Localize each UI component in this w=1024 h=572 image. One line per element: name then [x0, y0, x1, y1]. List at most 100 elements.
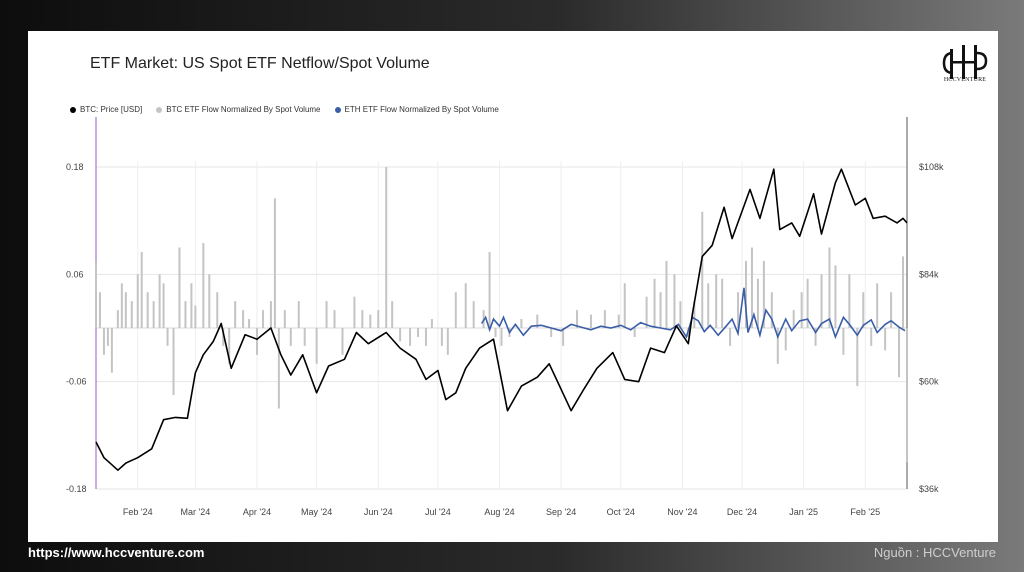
chart-title: ETF Market: US Spot ETF Netflow/Spot Vol…	[90, 55, 430, 72]
x-tick-label: Nov '24	[667, 507, 697, 517]
btc-flow-bar	[806, 278, 809, 328]
btc-flow-bar	[315, 328, 318, 364]
btc-flow-bar	[269, 301, 272, 328]
x-tick-label: Mar '24	[181, 507, 211, 517]
btc-flow-bar	[820, 274, 823, 328]
btc-flow-bar	[659, 292, 662, 328]
legend-item-btc-flow[interactable]: BTC ETF Flow Normalized By Spot Volume	[156, 105, 321, 114]
btc-flow-bar	[589, 314, 592, 328]
btc-flow-bar	[333, 310, 336, 328]
legend-label: ETH ETF Flow Normalized By Spot Volume	[344, 105, 499, 114]
x-tick-label: Apr '24	[243, 507, 271, 517]
btc-flow-bar	[256, 328, 259, 355]
btc-flow-bar	[228, 328, 231, 364]
btc-flow-bar	[166, 328, 169, 346]
chart-plot: 0.18 $108k 0.06 $84k -0.06 $60k -0.18 $36k Feb '…	[66, 117, 944, 517]
btc-flow-bar	[190, 283, 193, 328]
btc-flow-bar	[194, 305, 197, 328]
btc-flow-bar	[776, 328, 779, 364]
y-right-tick-label: $108k	[919, 162, 944, 172]
btc-flow-bar	[679, 301, 682, 328]
btc-flow-bar	[842, 328, 845, 355]
btc-flow-bar	[289, 328, 292, 346]
legend-item-btc-price[interactable]: BTC: Price [USD]	[70, 105, 142, 114]
btc-flow-bar	[876, 283, 879, 328]
btc-flow-bar	[890, 292, 893, 328]
x-tick-label: Jan '25	[789, 507, 818, 517]
btc-flow-bar	[440, 328, 443, 346]
btc-flow-bar	[140, 251, 143, 328]
btc-flow-bar	[116, 310, 119, 328]
btc-flow-bar	[884, 328, 887, 351]
x-tick-label: Sep '24	[546, 507, 576, 517]
btc-flow-bar	[234, 301, 237, 328]
btc-flow-bar	[106, 328, 109, 346]
eth-flow-line	[480, 287, 906, 340]
btc-flow-bar	[902, 256, 905, 328]
btc-flow-bar	[536, 314, 539, 328]
btc-flow-bar	[814, 328, 817, 346]
btc-flow-bar	[576, 310, 579, 328]
btc-flow-bar	[906, 328, 908, 463]
btc-flow-bar	[136, 274, 139, 328]
logo-text: HCCVENTURE	[943, 77, 987, 83]
btc-flow-bar	[385, 167, 388, 328]
legend-marker-btc-flow	[156, 106, 163, 113]
btc-flow-bar	[707, 283, 710, 328]
btc-flow-bar	[248, 319, 251, 328]
btc-flow-bar	[721, 278, 724, 328]
btc-flow-bar	[353, 296, 356, 328]
btc-flow-bar	[520, 319, 523, 328]
btc-flow-bar	[472, 301, 475, 328]
btc-flow-bar	[102, 328, 105, 355]
btc-flow-bar	[277, 328, 280, 409]
btc-flow-bar	[325, 301, 328, 328]
btc-flow-bar	[303, 328, 306, 346]
x-tick-label: May '24	[301, 507, 332, 517]
y-right-tick-label: $36k	[919, 484, 939, 494]
btc-flow-bar	[737, 292, 740, 328]
btc-flow-bar	[623, 283, 626, 328]
x-tick-label: Feb '24	[123, 507, 153, 517]
btc-flow-bar	[494, 328, 497, 337]
y-left-tick-label: 0.18	[66, 162, 84, 172]
btc-flow-bar	[130, 301, 133, 328]
btc-flow-bar	[391, 301, 394, 328]
btc-flow-bar	[424, 328, 427, 346]
btc-flow-bar	[828, 247, 831, 328]
footer-url[interactable]: https://www.hccventure.com	[28, 545, 205, 560]
y-right-tick-label: $84k	[919, 269, 939, 279]
btc-flow-bar	[261, 310, 264, 328]
btc-flow-bar	[673, 274, 676, 328]
btc-flow-bar	[124, 292, 127, 328]
btc-flow-bar	[242, 310, 245, 328]
btc-flow-bar	[488, 251, 491, 328]
btc-flow-bar	[341, 328, 344, 355]
btc-flow-bar	[633, 328, 636, 337]
btc-flow-bar	[898, 328, 901, 378]
x-tick-label: Aug '24	[484, 507, 514, 517]
btc-flow-bar	[446, 328, 449, 355]
btc-flow-bar	[369, 314, 372, 328]
hccventure-logo	[942, 45, 988, 79]
btc-flow-bar	[550, 328, 553, 337]
btc-flow-bar	[665, 260, 668, 328]
btc-flow-bar	[870, 328, 873, 346]
btc-flow-bar	[216, 292, 219, 328]
btc-flow-bar	[430, 319, 433, 328]
legend: BTC: Price [USD] BTC ETF Flow Normalized…	[70, 105, 499, 114]
btc-flow-bar	[158, 274, 161, 328]
btc-flow-bar	[409, 328, 412, 346]
btc-flow-bar	[202, 243, 205, 328]
btc-flow-bar	[756, 278, 759, 328]
btc-price-line	[95, 168, 908, 471]
x-tick-label: Oct '24	[607, 507, 635, 517]
btc-flow-bar	[417, 328, 420, 337]
legend-item-eth-flow[interactable]: ETH ETF Flow Normalized By Spot Volume	[334, 105, 499, 114]
btc-flow-bar	[273, 198, 276, 328]
btc-flow-bar	[500, 328, 503, 346]
btc-flow-bar	[95, 260, 97, 328]
btc-flow-bar	[377, 310, 380, 328]
btc-flow-bar	[208, 274, 211, 328]
y-left-tick-label: 0.06	[66, 269, 84, 279]
